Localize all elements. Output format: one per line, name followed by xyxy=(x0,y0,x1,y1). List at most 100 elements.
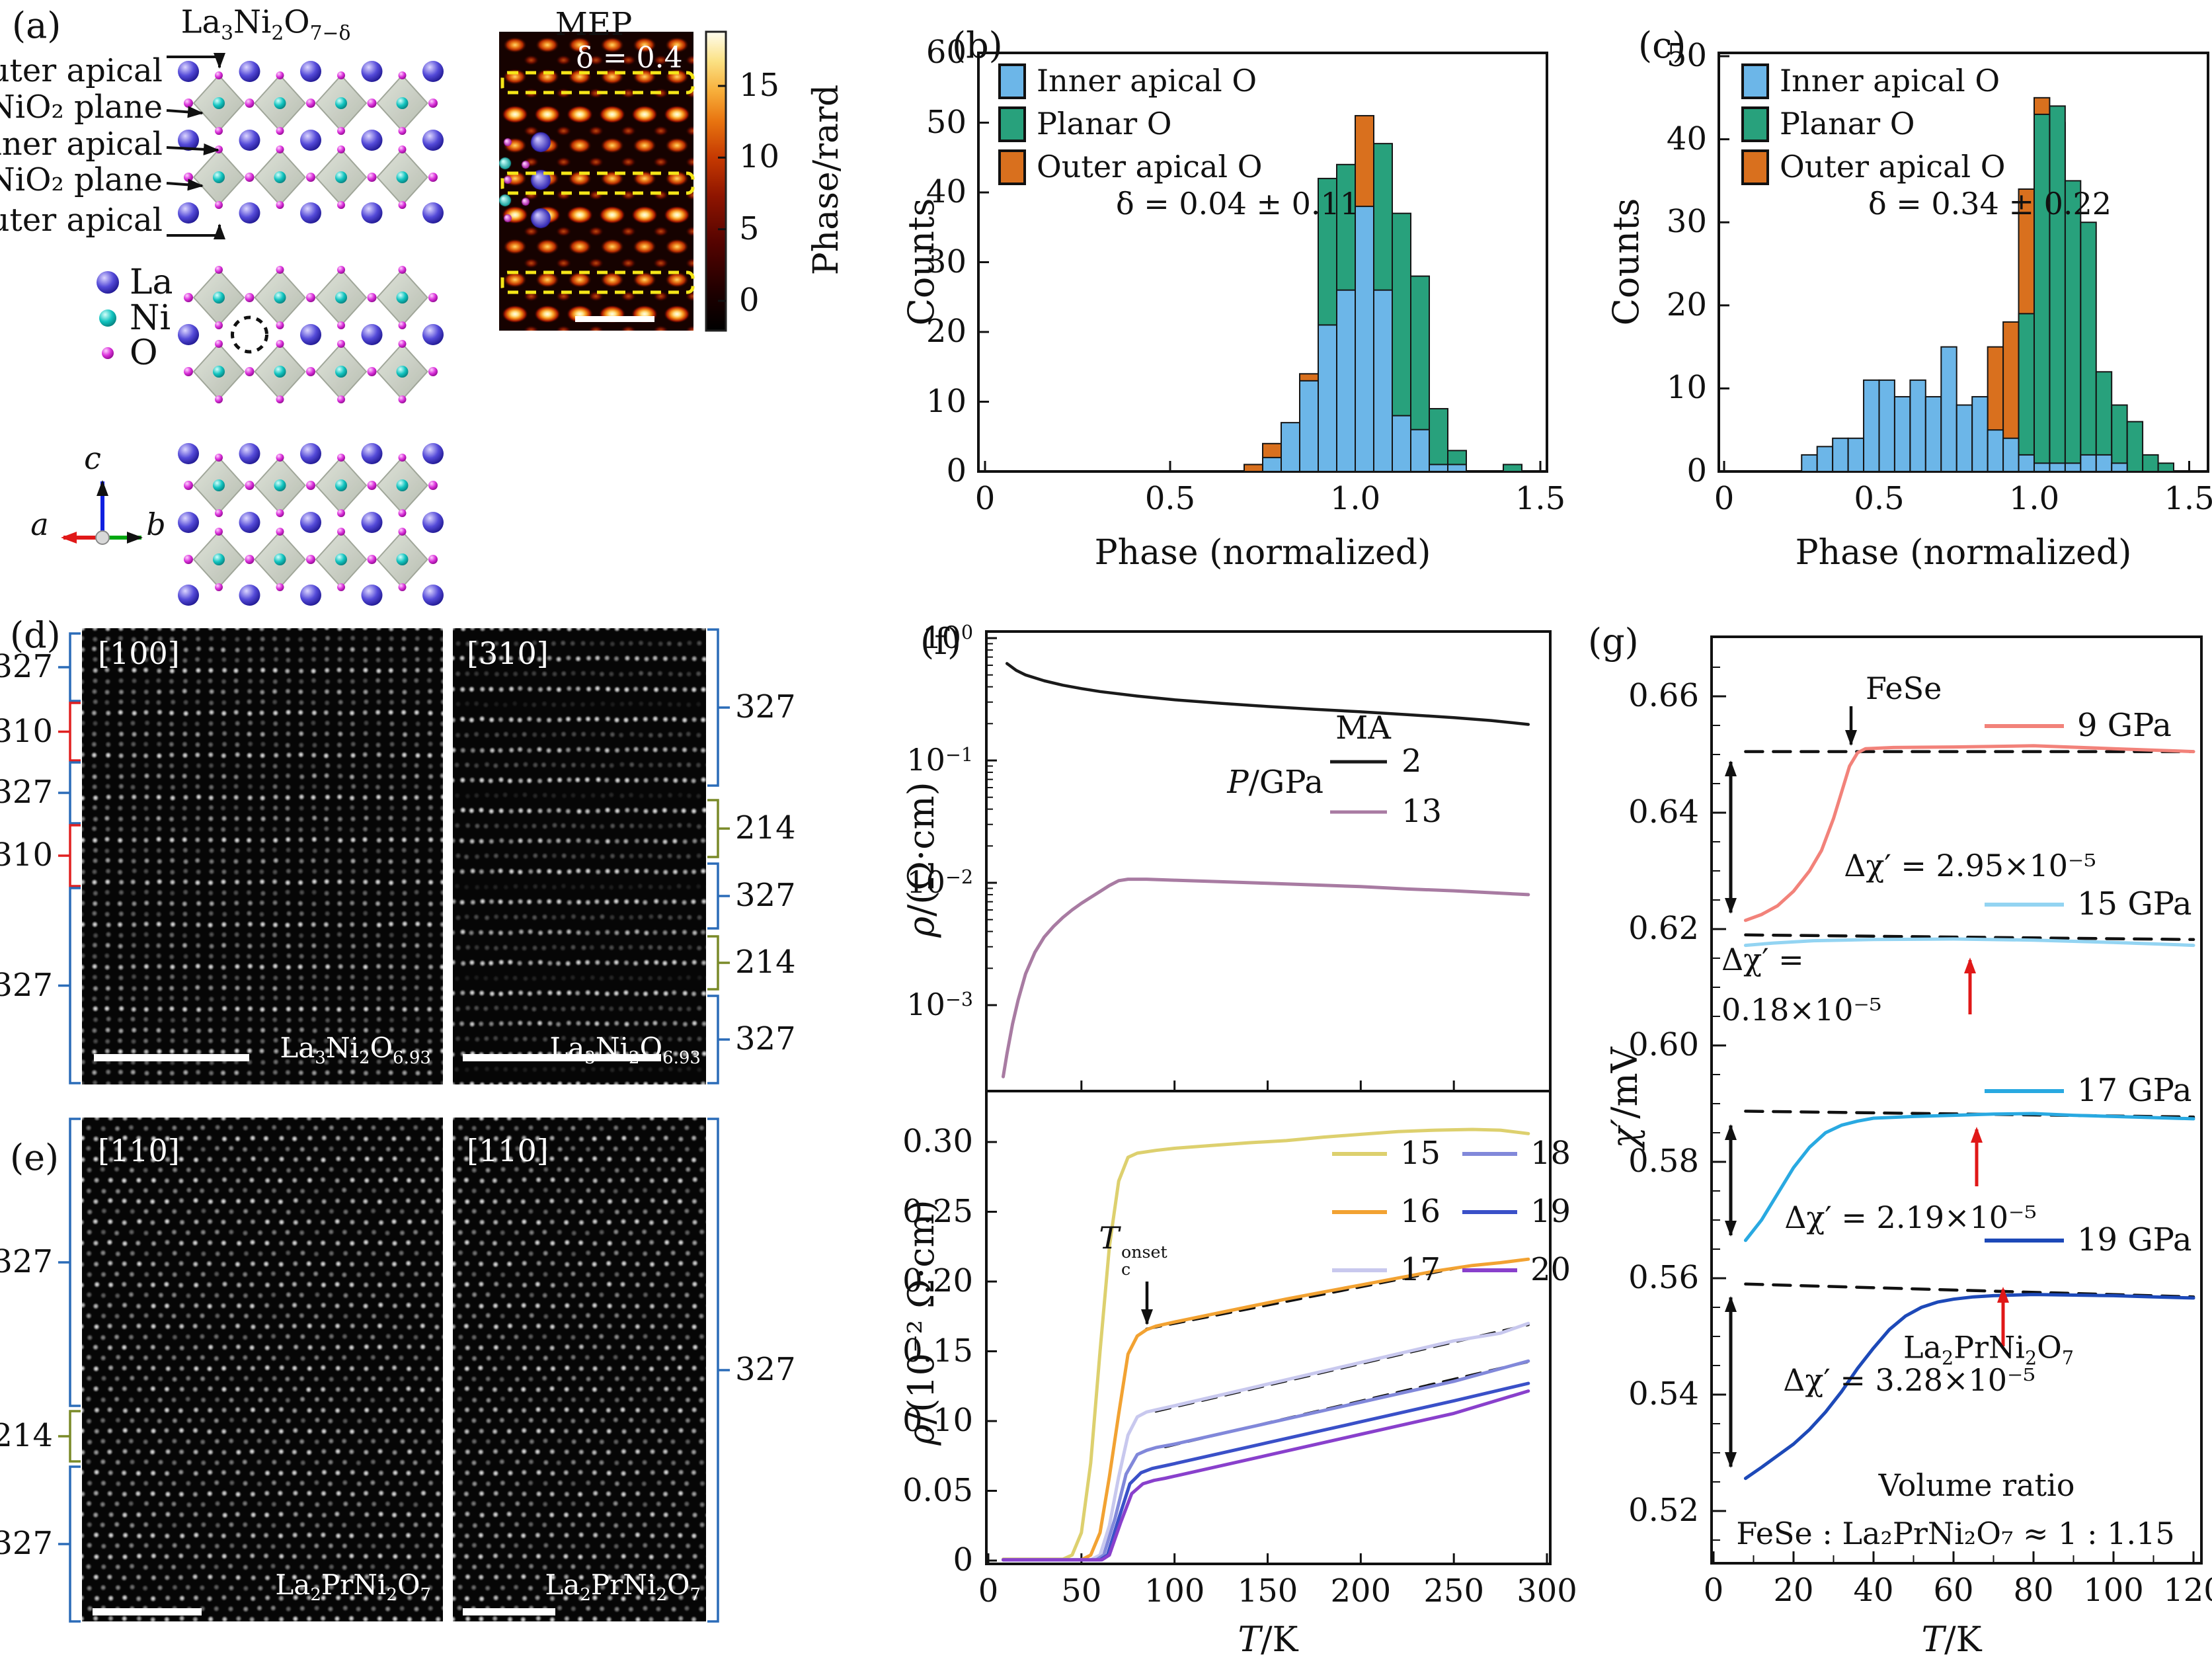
atom xyxy=(306,555,315,564)
curve-ma13 xyxy=(1002,877,1530,1079)
y-tick-label: 0.15 xyxy=(902,1332,973,1369)
x-tick-label: 1.0 xyxy=(2008,480,2060,518)
atom xyxy=(428,99,438,108)
legend-label-15: 15 xyxy=(1400,1135,1441,1172)
ni-atom xyxy=(396,366,409,378)
x-tick-label: 200 xyxy=(1330,1572,1392,1610)
atom xyxy=(306,367,315,376)
colorbar-title: Phase/rard xyxy=(806,84,846,276)
mep-dashed-box-3 xyxy=(500,270,695,294)
la-atom xyxy=(239,585,260,606)
y-tick-label: 0.60 xyxy=(1628,1026,1699,1064)
plot-frame xyxy=(1710,635,2203,1565)
legend-label: Inner apical O xyxy=(1780,63,2000,99)
atom xyxy=(245,99,255,108)
panel-c-delta-annotation: δ = 0.34 ± 0.22 xyxy=(1868,186,2112,222)
stem-image-310 xyxy=(453,628,706,1084)
colorbar-tick-label: 0 xyxy=(739,282,760,319)
atom xyxy=(337,321,345,329)
ni-atom xyxy=(213,292,225,304)
hist-bar xyxy=(1392,415,1411,472)
ni-atom xyxy=(213,366,225,378)
y-tick-label: 0.20 xyxy=(902,1262,973,1300)
atom xyxy=(398,340,407,348)
atom xyxy=(398,71,407,79)
background-dashed-15-GPa xyxy=(1744,933,2195,942)
legend-label: 9 GPa xyxy=(2077,707,2172,745)
y-tick-label: 0.56 xyxy=(1628,1259,1699,1297)
colorbar-tick-label: 10 xyxy=(739,138,780,176)
y-tick-label: 20 xyxy=(926,313,967,350)
structure-label-nio2-top: NiO₂ plane xyxy=(0,89,163,126)
atom xyxy=(398,509,407,517)
legend-o-sphere xyxy=(102,347,114,359)
x-tick-label: 80 xyxy=(2013,1572,2054,1610)
la-atom xyxy=(361,512,383,533)
colorbar-tick-label: 5 xyxy=(739,210,760,247)
atom xyxy=(215,340,223,348)
colorbar-tick-label: 15 xyxy=(739,67,780,104)
formula-d-left: La3Ni2O6.93 xyxy=(280,1031,431,1068)
panel-f-label: (f) xyxy=(920,621,962,663)
atom xyxy=(367,555,377,564)
atom xyxy=(337,266,345,274)
bracket-outer-apical-bottom xyxy=(167,224,225,239)
y-tick-label: 0.10 xyxy=(902,1402,973,1440)
panel-a-label: (a) xyxy=(12,5,61,46)
la-atom xyxy=(178,130,199,151)
panel-b-xlabel: Phase (normalized) xyxy=(1094,532,1431,573)
legend-swatch xyxy=(1741,149,1769,185)
x-tick-label: 100 xyxy=(2083,1572,2144,1610)
la-atom xyxy=(239,512,260,533)
y-tick-label: 60 xyxy=(926,34,967,71)
legend-swatch xyxy=(998,106,1026,142)
atom xyxy=(337,127,345,135)
y-tick-label: 40 xyxy=(926,173,967,211)
mep-delta-label: δ = 0.4 xyxy=(576,41,683,75)
dchi-19gpa-annotation: Δχ′ = 3.28×10⁻⁵ xyxy=(1783,1362,2035,1399)
arrow-inner-apical xyxy=(166,143,219,155)
layer-label-327: 327 xyxy=(0,774,53,811)
ni-atom xyxy=(213,553,225,565)
zone-axis-tag-310: [310] xyxy=(467,635,549,671)
hist-bar xyxy=(2111,462,2128,473)
structure-label-outer-apical-top: Outer apical xyxy=(0,52,163,90)
atom xyxy=(367,293,377,302)
axis-letter-a: a xyxy=(30,507,49,543)
atom xyxy=(428,555,438,564)
layer-label-327: 327 xyxy=(0,1243,53,1281)
ni-atom xyxy=(213,171,225,183)
la-atom xyxy=(361,324,383,345)
atom xyxy=(184,481,193,490)
axis-origin-sphere xyxy=(95,530,110,545)
structure-label-nio2-bottom: NiO₂ plane xyxy=(0,161,163,199)
atom xyxy=(337,395,345,403)
y-tick-label: 0.58 xyxy=(1628,1143,1699,1180)
atom xyxy=(367,173,377,182)
log-tick-label: 10−2 xyxy=(906,864,973,901)
atom xyxy=(184,367,193,376)
legend-swatch xyxy=(998,63,1026,99)
y-tick-label: 0.64 xyxy=(1628,794,1699,831)
layer-label-214: 214 xyxy=(735,809,796,847)
atom xyxy=(245,481,255,490)
la-atom xyxy=(422,585,444,606)
atom xyxy=(215,454,223,462)
atom xyxy=(398,583,407,591)
y-tick-label: 30 xyxy=(926,243,967,280)
atom xyxy=(184,555,193,564)
la-atom xyxy=(300,130,321,151)
volume-ratio-line2: FeSe : La₂PrNi₂O₇ ≈ 1 : 1.15 xyxy=(1736,1516,2175,1552)
legend-label-17: 17 xyxy=(1400,1251,1441,1289)
y-tick-label: 0 xyxy=(946,452,967,490)
la-atom xyxy=(239,130,260,151)
x-tick-label: 300 xyxy=(1517,1572,1577,1610)
panel-b-label: (b) xyxy=(952,24,1003,66)
la-atom xyxy=(178,512,199,533)
atom xyxy=(276,127,284,135)
hist-bar xyxy=(1299,380,1319,472)
scale-bar-d-left xyxy=(94,1054,249,1061)
la-atom xyxy=(422,512,444,533)
layer-label-327: 327 xyxy=(0,966,53,1004)
